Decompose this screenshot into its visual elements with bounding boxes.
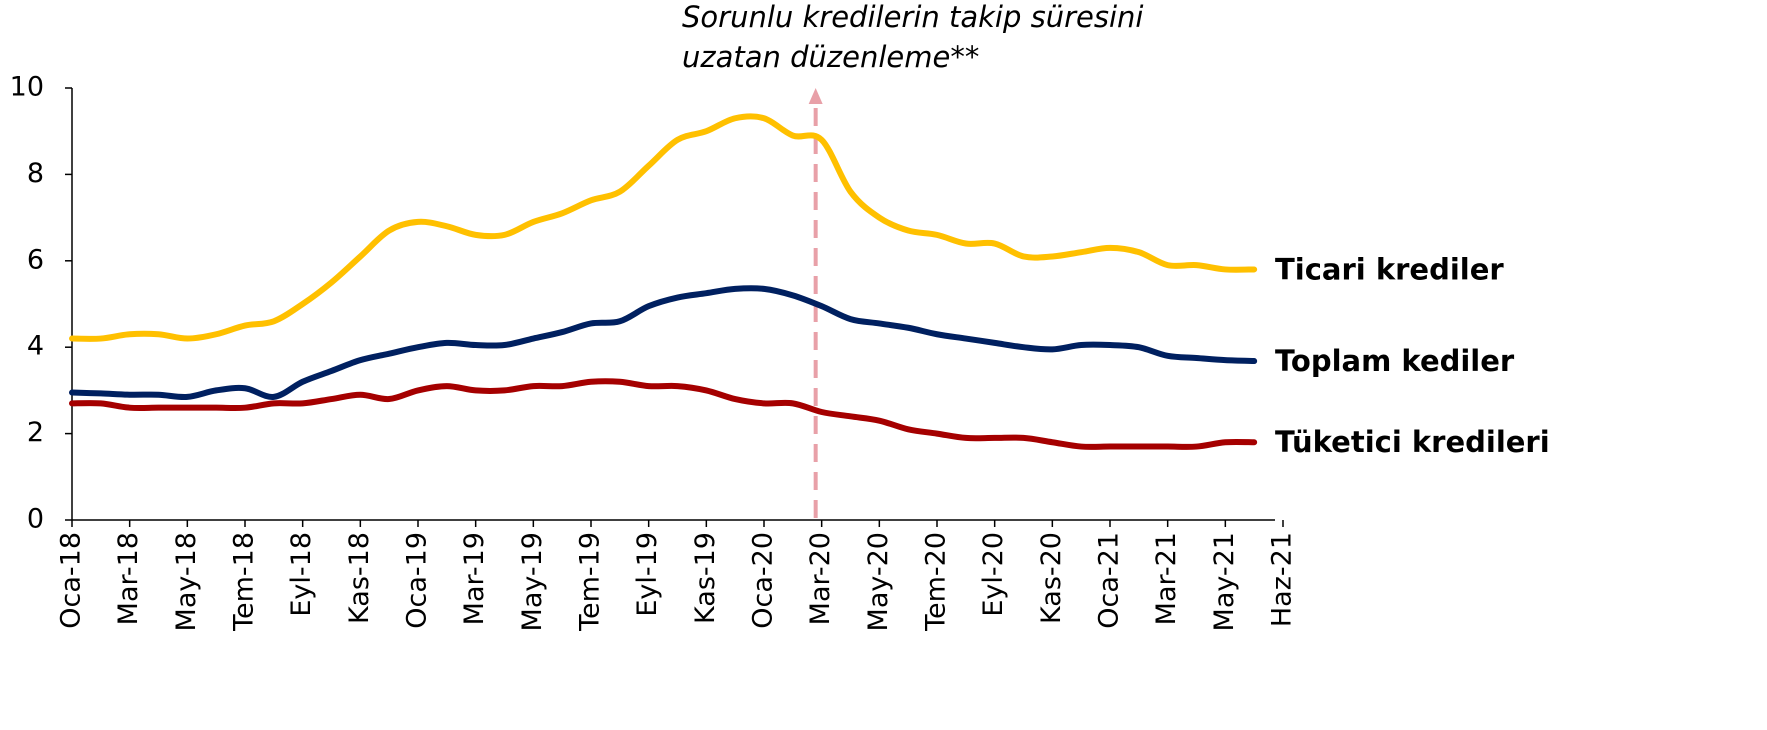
series-label: Toplam kediler [1275,344,1515,378]
x-tick-label: Kas-20 [1036,532,1067,624]
y-tick-label: 10 [10,72,44,103]
x-tick-label: Oca-20 [748,532,779,629]
x-tick-label: Kas-19 [690,532,721,624]
x-tick-label: May-21 [1209,532,1240,631]
x-tick-label: Eyl-20 [978,532,1009,617]
x-tick-label: May-18 [171,532,202,631]
x-tick-label: Oca-18 [56,532,87,629]
y-tick-label: 4 [27,331,44,362]
x-tick-label: Kas-18 [344,532,375,624]
annotation-text: uzatan düzenleme** [682,40,979,74]
x-tick-label: May-20 [863,532,894,631]
x-tick-label: Mar-20 [805,532,836,625]
series-line [69,285,1258,401]
x-tick-label: Tem-19 [575,532,606,632]
x-tick-label: Mar-19 [459,532,490,625]
y-tick-label: 6 [27,244,44,275]
x-tick-label: Tem-18 [229,532,260,632]
y-tick-label: 0 [27,504,44,535]
x-tick-label: Eyl-19 [632,532,663,617]
annotation-arrow [808,88,823,104]
y-tick-label: 2 [27,417,44,448]
series-label: Ticari krediler [1275,252,1504,286]
x-tick-label: Haz-21 [1267,532,1298,627]
y-tick-label: 8 [27,158,44,189]
series-label: Tüketici kredileri [1275,425,1550,459]
x-tick-label: May-19 [517,532,548,631]
x-tick-label: Eyl-18 [286,532,317,617]
x-tick-label: Tem-20 [921,532,952,632]
x-tick-label: Oca-21 [1094,532,1125,629]
x-tick-label: Oca-19 [402,532,433,629]
x-tick-label: Mar-21 [1151,532,1182,625]
series-line [69,113,1258,342]
x-tick-label: Mar-18 [113,532,144,625]
annotation-text: Sorunlu kredilerin takip süresini [682,0,1143,34]
series-line [69,378,1258,450]
